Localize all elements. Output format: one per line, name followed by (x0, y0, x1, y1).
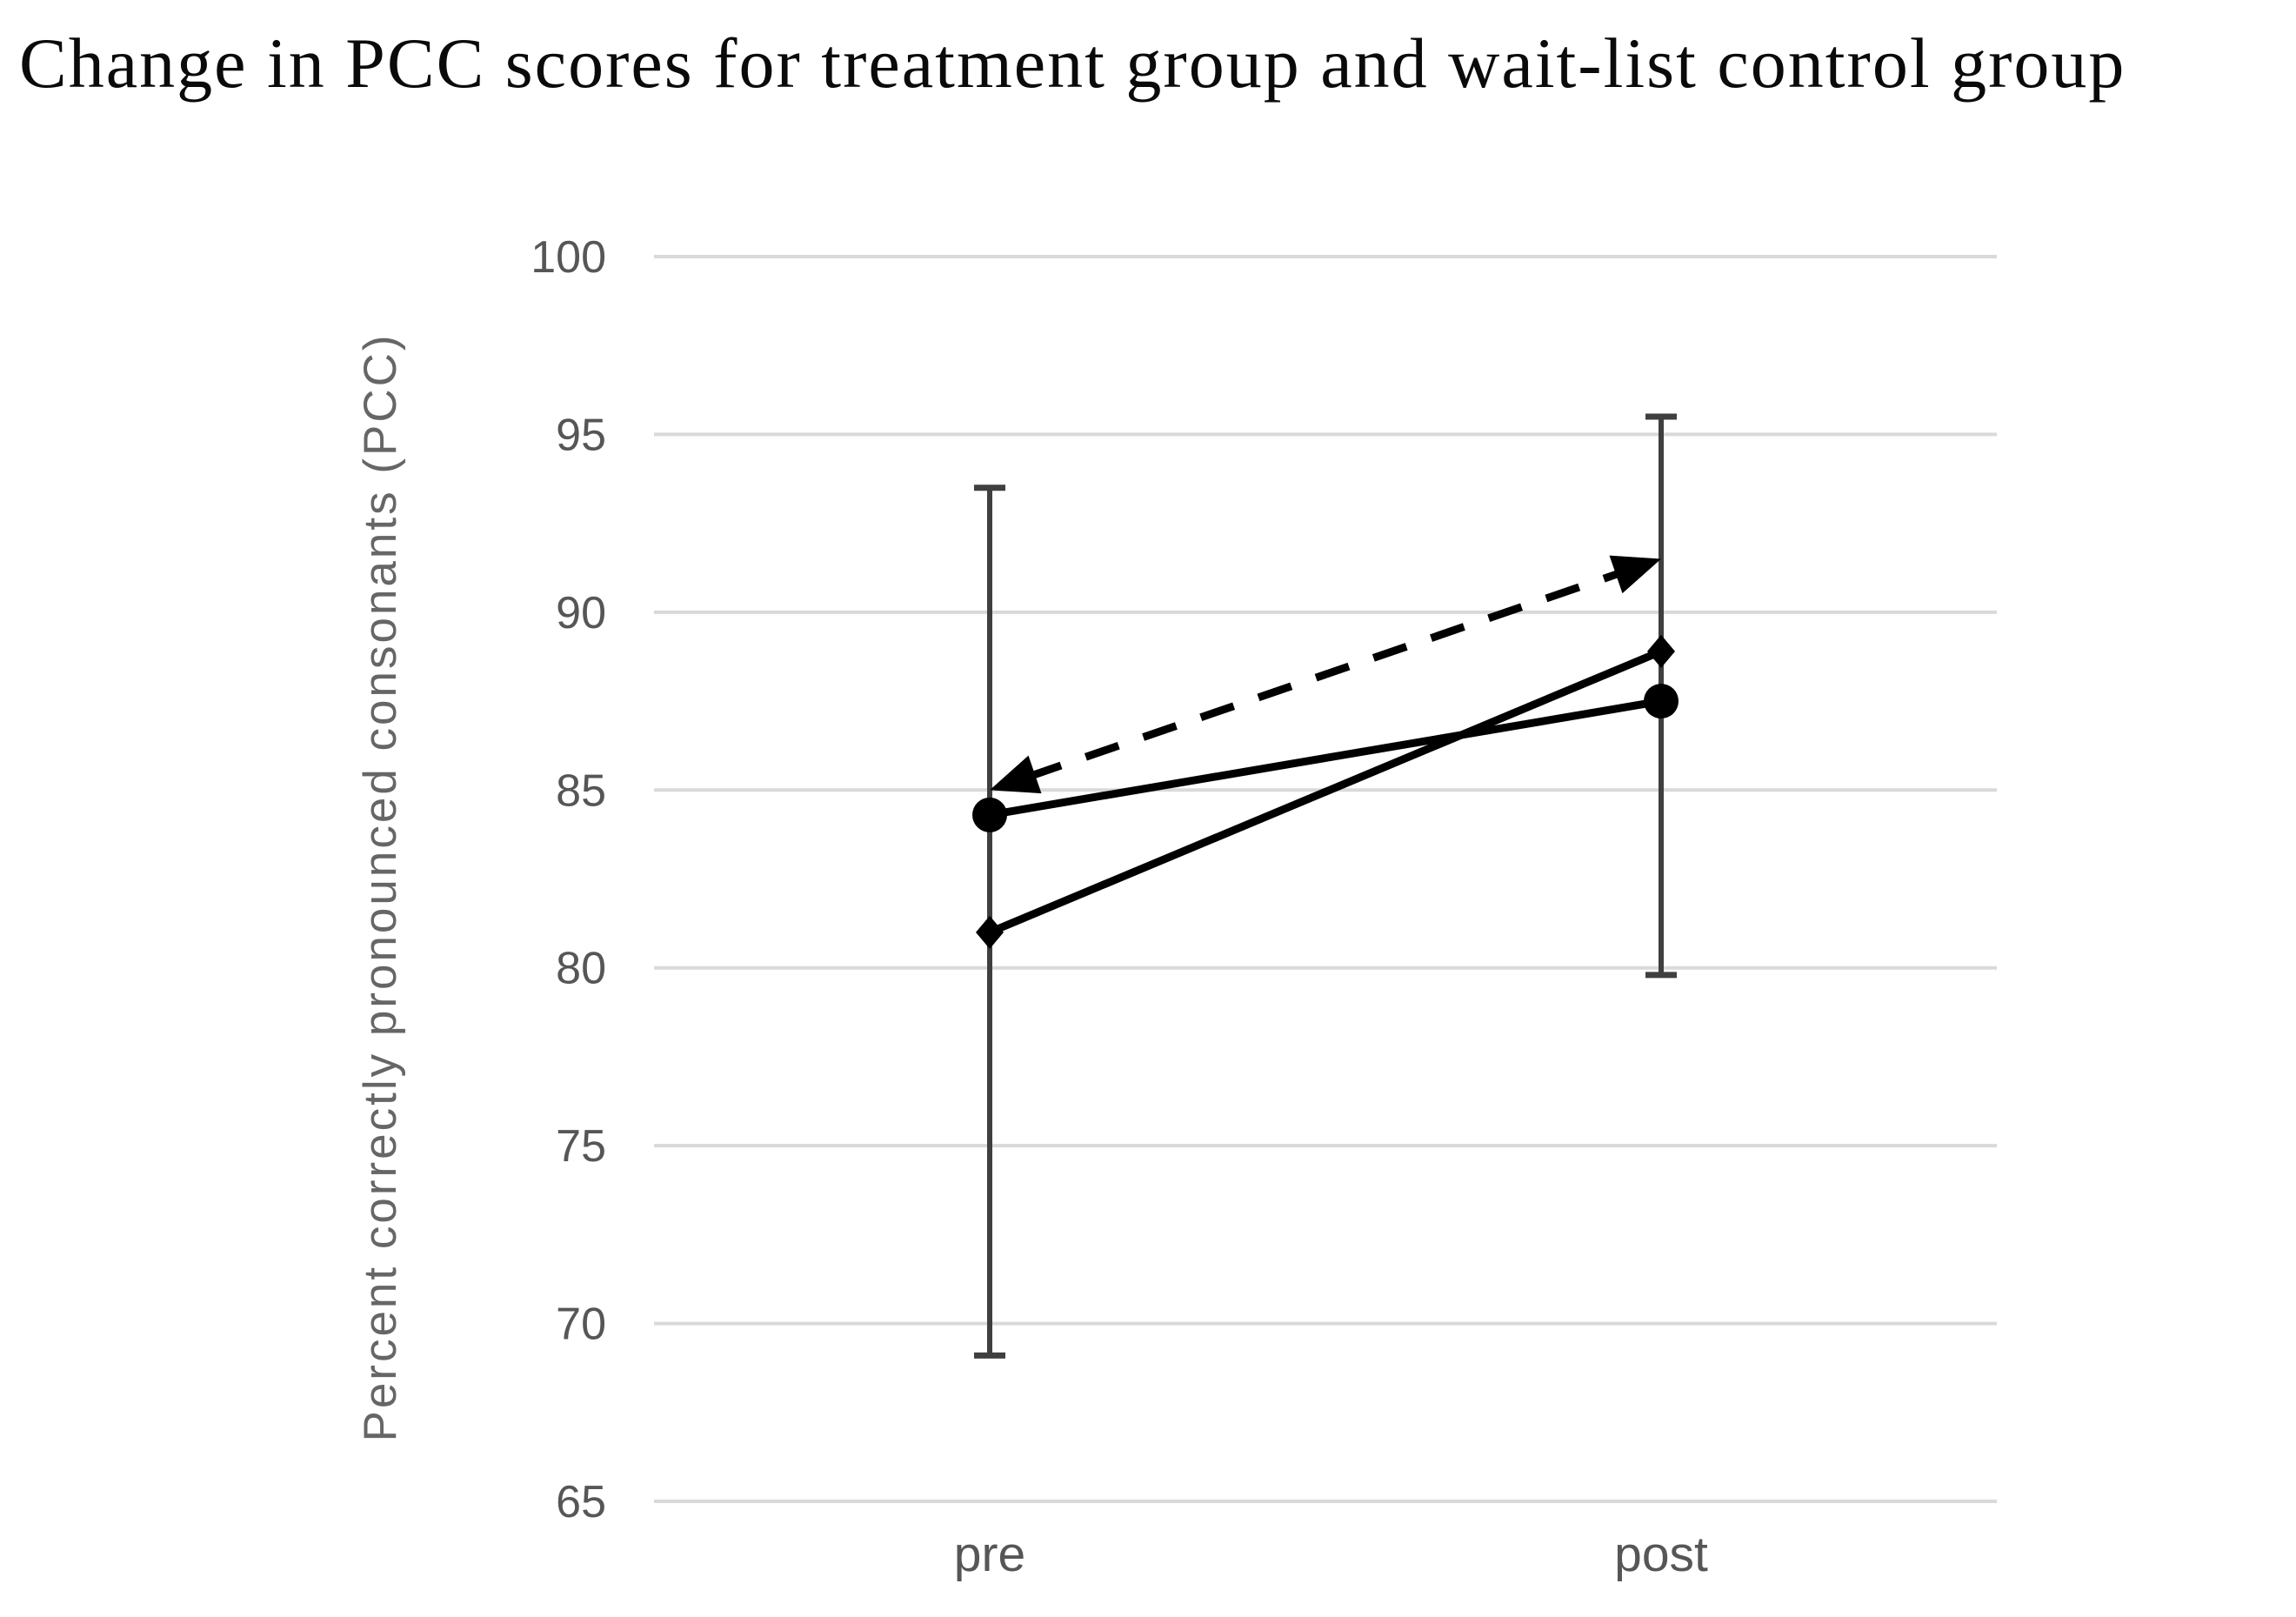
y-tick-label: 95 (556, 410, 606, 460)
y-tick-label: 80 (556, 944, 606, 994)
series-line-solid-circle-line (989, 697, 1662, 819)
x-category-label: pre (954, 1527, 1025, 1582)
arrowhead (1609, 555, 1661, 594)
y-tick-label: 65 (556, 1477, 606, 1527)
y-axis-title: Percent correctly pronounced consonants … (355, 332, 406, 1441)
y-tick-label: 100 (531, 232, 606, 283)
series-line-solid-diamond-line (988, 647, 1663, 936)
axis-labels-layer: 100 95 90 85 80 75 70 65 pre post (531, 232, 1708, 1582)
marker-circle (972, 797, 1007, 832)
series-layer (972, 555, 1679, 949)
error-bars-layer (974, 413, 1677, 1359)
y-tick-label: 70 (556, 1300, 606, 1350)
marker-diamond (976, 915, 1004, 949)
marker-circle (1644, 684, 1679, 719)
y-tick-label: 90 (556, 588, 606, 638)
series-line-dashed-arrow-line (1026, 568, 1625, 781)
chart-title: Change in PCC scores for treatment group… (19, 23, 2126, 103)
y-tick-label: 75 (556, 1121, 606, 1172)
x-category-label: post (1614, 1527, 1708, 1582)
arrowhead (990, 755, 1042, 794)
y-tick-label: 85 (556, 765, 606, 816)
marker-diamond (1647, 634, 1675, 668)
gridlines-layer (654, 255, 1997, 1503)
